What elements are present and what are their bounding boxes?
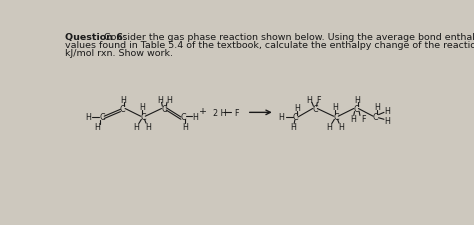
Text: C: C: [161, 105, 167, 113]
Text: kJ/mol rxn. Show work.: kJ/mol rxn. Show work.: [64, 49, 173, 58]
Text: H: H: [355, 95, 361, 104]
Text: H: H: [139, 103, 145, 112]
Text: F: F: [317, 95, 321, 104]
Text: H: H: [350, 115, 356, 124]
Text: C: C: [353, 105, 359, 113]
Text: H: H: [374, 103, 380, 112]
Text: Consider the gas phase reaction shown below. Using the average bond enthalpy: Consider the gas phase reaction shown be…: [101, 32, 474, 41]
Text: H: H: [192, 112, 198, 121]
Text: F: F: [361, 115, 365, 124]
Text: H: H: [307, 95, 312, 104]
Text: H: H: [384, 107, 390, 116]
Text: F: F: [235, 108, 239, 117]
Text: H: H: [157, 95, 163, 104]
Text: 2 H: 2 H: [213, 108, 227, 117]
Text: C: C: [312, 105, 318, 113]
Text: H: H: [182, 122, 188, 131]
Text: H: H: [85, 113, 91, 122]
Text: H: H: [166, 95, 172, 104]
Text: H: H: [384, 117, 390, 126]
Text: H: H: [326, 122, 332, 131]
Text: C: C: [140, 112, 146, 121]
Text: C: C: [120, 105, 126, 113]
Text: H: H: [146, 122, 151, 131]
Text: C: C: [373, 112, 378, 121]
Text: H: H: [338, 122, 344, 131]
Text: C: C: [181, 112, 186, 121]
Text: H: H: [291, 123, 296, 132]
Text: H: H: [133, 122, 139, 131]
Text: H: H: [332, 103, 338, 112]
Text: +: +: [199, 107, 207, 116]
Text: H: H: [279, 113, 284, 122]
Text: Question 6:: Question 6:: [64, 32, 126, 41]
Text: H: H: [121, 95, 127, 104]
Text: H: H: [294, 104, 300, 113]
Text: values found in Table 5.4 of the textbook, calculate the enthalpy change of the : values found in Table 5.4 of the textboo…: [64, 41, 474, 50]
Text: H: H: [94, 123, 100, 132]
Text: C: C: [293, 113, 299, 122]
Text: C: C: [333, 112, 339, 121]
Text: C: C: [99, 113, 105, 122]
